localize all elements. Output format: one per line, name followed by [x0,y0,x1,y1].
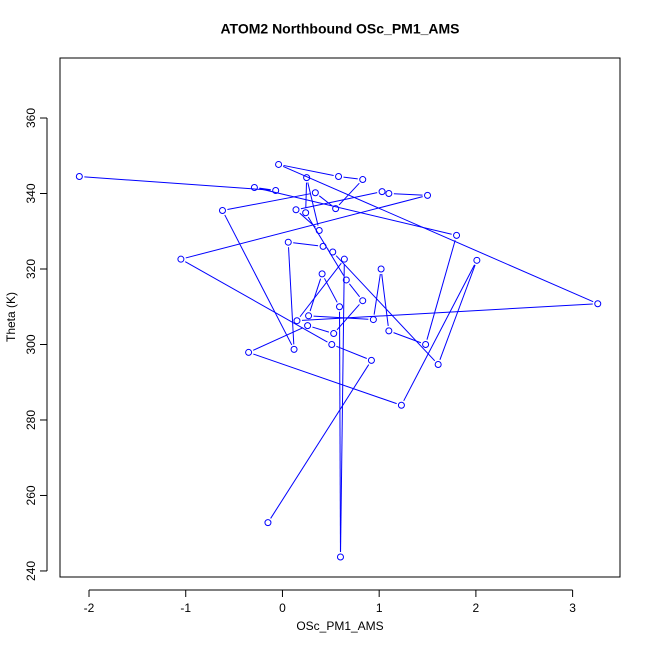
connector [381,273,389,327]
connector [426,240,456,340]
point [359,297,367,305]
connector [373,273,381,315]
connector [318,195,333,206]
connector [301,303,593,321]
connector [305,182,307,208]
connector [335,255,436,362]
point [319,242,327,250]
connector [403,264,475,402]
y-tick-label: 340 [24,183,38,203]
point [245,348,253,356]
point [378,188,386,196]
point [311,189,319,197]
x-tick-label: -2 [84,601,95,615]
connector [312,326,330,333]
point [377,265,385,273]
point [453,231,461,239]
y-tick-label: 260 [24,485,38,505]
connector [309,278,322,312]
connector [185,261,328,343]
point [292,206,300,214]
connector [270,364,370,519]
point [330,330,338,338]
chart-title: ATOM2 Northbound OSc_PM1_AMS [220,21,459,37]
connector [338,182,360,206]
x-tick-label: 0 [279,601,286,615]
point [335,173,343,181]
point [177,255,185,263]
connector [252,327,304,351]
connector [283,164,334,177]
connector [300,192,378,210]
plot-frame [59,57,621,578]
y-tick-label: 280 [24,410,38,430]
point [594,300,602,308]
connector [224,214,293,346]
point [275,160,283,168]
point [318,270,326,278]
y-tick-label: 360 [24,108,38,128]
y-axis-label: Theta (K) [4,292,18,342]
point [264,519,272,527]
point [434,360,442,368]
point [473,256,481,264]
connector [293,242,319,247]
point [329,248,337,256]
y-tick-label: 320 [24,259,38,279]
point [422,340,430,348]
point [342,276,350,284]
x-tick-label: 2 [473,601,480,615]
connector [343,176,358,180]
connector [307,182,319,226]
connector [259,188,452,235]
y-tick-label: 240 [24,561,38,581]
connector [439,264,476,360]
point [359,176,367,184]
point [369,316,377,324]
x-tick-label: 3 [569,601,576,615]
connector [336,304,360,331]
connector [340,264,345,553]
point [397,401,405,409]
connector [84,176,271,191]
point [250,183,258,191]
point [272,186,280,194]
connector [288,247,295,345]
x-axis-label: OSc_PM1_AMS [296,619,383,633]
connector [259,187,271,191]
x-tick-label: 1 [376,601,383,615]
point [218,206,226,214]
point [336,303,344,311]
point [305,312,313,320]
connector [299,262,342,318]
point [290,345,298,353]
point [315,226,323,234]
connector [253,353,397,405]
connector [339,311,341,552]
point [332,205,340,213]
point [424,191,432,199]
connector [336,345,367,359]
connector [185,196,423,259]
point [328,340,336,348]
point [385,190,393,198]
point [385,327,393,335]
point [336,553,344,561]
point [302,209,310,217]
point [304,322,312,330]
connector [227,193,311,211]
point [293,317,301,325]
point [340,255,348,263]
y-tick-label: 300 [24,334,38,354]
point [367,356,375,364]
connector [393,193,423,196]
connector [348,283,361,298]
connector [313,315,369,320]
point [75,173,83,181]
x-tick-label: -1 [180,601,191,615]
point [284,238,292,246]
connector [282,165,594,303]
point [303,174,311,182]
